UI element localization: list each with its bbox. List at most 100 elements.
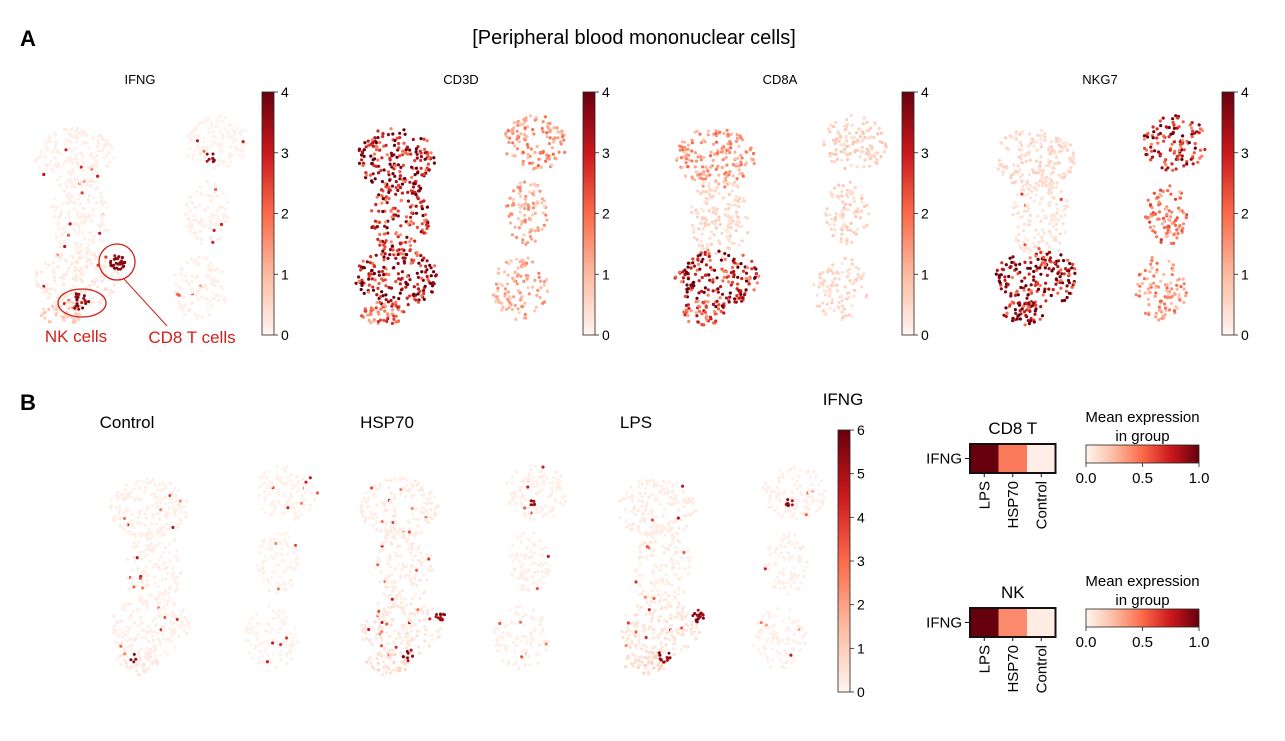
umap-cell bbox=[519, 274, 523, 278]
umap-cell bbox=[99, 200, 103, 204]
umap-cell bbox=[419, 186, 423, 190]
umap-cell bbox=[840, 232, 844, 236]
umap-cell bbox=[84, 246, 88, 251]
umap-cell bbox=[840, 158, 844, 162]
umap-cell bbox=[240, 144, 244, 148]
umap-cell bbox=[65, 193, 69, 197]
umap-cell bbox=[395, 136, 399, 140]
umap-cell bbox=[506, 290, 510, 294]
umap-cell bbox=[427, 156, 431, 160]
umap-cell bbox=[80, 129, 84, 133]
umap-cell bbox=[1028, 266, 1032, 270]
umap-cell bbox=[197, 255, 201, 259]
umap-cell bbox=[54, 254, 58, 258]
umap-cell bbox=[420, 555, 424, 559]
umap-cell bbox=[1029, 319, 1033, 323]
umap-cell bbox=[288, 503, 292, 507]
umap-cell bbox=[686, 265, 690, 269]
umap-cell bbox=[295, 475, 299, 479]
umap-cell bbox=[435, 629, 439, 633]
umap-cell bbox=[1175, 306, 1179, 310]
umap-cell bbox=[78, 312, 82, 316]
umap-cell bbox=[552, 140, 556, 144]
umap-cell bbox=[733, 261, 737, 265]
umap-cell bbox=[120, 641, 124, 646]
umap-cell bbox=[153, 483, 157, 487]
umap-cell bbox=[1137, 294, 1141, 298]
umap-cell bbox=[998, 281, 1002, 285]
umap-cell bbox=[52, 267, 56, 271]
umap-cell bbox=[285, 499, 289, 503]
umap-cell bbox=[1049, 233, 1053, 237]
umap-cell bbox=[1178, 298, 1182, 302]
umap-cell bbox=[728, 140, 732, 144]
umap-cell bbox=[47, 263, 51, 267]
umap-cell bbox=[90, 297, 94, 301]
umap-cell bbox=[842, 206, 846, 210]
umap-cell bbox=[149, 628, 153, 632]
umap-cell bbox=[78, 256, 82, 260]
umap-cell bbox=[268, 480, 272, 484]
umap-cell bbox=[518, 186, 522, 190]
umap-cell bbox=[862, 165, 866, 169]
umap-cell bbox=[402, 531, 406, 535]
umap-cell bbox=[122, 516, 127, 520]
umap-cell bbox=[398, 233, 402, 237]
umap-cell bbox=[72, 222, 76, 226]
umap-cell bbox=[163, 615, 167, 619]
umap-cell bbox=[400, 589, 404, 593]
umap-cell bbox=[60, 252, 64, 256]
umap-cell bbox=[1002, 313, 1006, 317]
umap-cell bbox=[841, 184, 845, 188]
umap-cell bbox=[157, 482, 161, 486]
umap-cell bbox=[837, 301, 841, 305]
umap-cell bbox=[68, 199, 72, 203]
umap-cell bbox=[434, 274, 438, 278]
umap-cell bbox=[505, 152, 509, 156]
umap-cell bbox=[255, 612, 259, 616]
umap-cell bbox=[216, 214, 220, 218]
umap-cell bbox=[214, 125, 218, 129]
umap-cell bbox=[381, 294, 385, 298]
umap-cell bbox=[409, 261, 413, 265]
umap-cell bbox=[847, 144, 851, 148]
umap-cell bbox=[270, 570, 275, 574]
umap-cell bbox=[101, 214, 105, 218]
umap-cell bbox=[738, 196, 742, 200]
umap-cell bbox=[716, 307, 721, 311]
umap-hot-cell bbox=[113, 266, 117, 270]
umap-cell bbox=[374, 164, 378, 168]
umap-cell bbox=[157, 558, 161, 562]
title-ifng: IFNG bbox=[124, 72, 155, 87]
umap-cell bbox=[377, 193, 381, 197]
umap-cell bbox=[295, 484, 299, 488]
umap-cell bbox=[368, 173, 373, 177]
umap-cell bbox=[285, 662, 289, 666]
umap-cell bbox=[1056, 271, 1060, 276]
umap-cell bbox=[1028, 256, 1032, 260]
umap-cell bbox=[506, 204, 510, 208]
umap-cell bbox=[219, 222, 224, 226]
umap-cell bbox=[277, 563, 281, 567]
umap-cell bbox=[265, 546, 269, 551]
umap-cell bbox=[415, 271, 419, 275]
umap-cell bbox=[1149, 149, 1154, 153]
umap-cell bbox=[390, 165, 394, 169]
umap-cell bbox=[843, 166, 847, 171]
umap-cell bbox=[546, 121, 550, 126]
umap-cell bbox=[533, 239, 537, 243]
umap-cell bbox=[1026, 306, 1030, 310]
umap-cell bbox=[366, 505, 370, 509]
umap-cell bbox=[52, 197, 57, 201]
umap-cell bbox=[71, 301, 75, 305]
umap-cell bbox=[1177, 125, 1181, 129]
umap-hot-cell bbox=[121, 255, 124, 259]
umap-cell bbox=[274, 665, 278, 669]
umap-cell bbox=[833, 216, 838, 220]
umap-cell bbox=[261, 660, 265, 664]
umap-cell bbox=[182, 504, 186, 508]
umap-cell bbox=[819, 277, 823, 281]
umap-cell bbox=[122, 512, 126, 516]
umap-cell bbox=[856, 227, 860, 231]
umap-cell bbox=[724, 296, 729, 300]
